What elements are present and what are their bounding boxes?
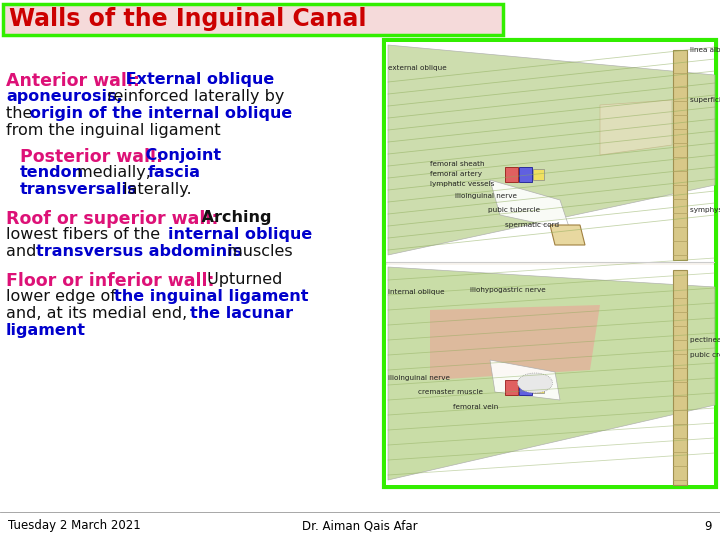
Ellipse shape <box>518 373 552 393</box>
Text: external oblique: external oblique <box>388 65 446 71</box>
Text: lowest fibers of the: lowest fibers of the <box>6 227 166 242</box>
Text: pectineal line: pectineal line <box>690 337 720 343</box>
Polygon shape <box>550 225 585 245</box>
Text: Posterior wall:: Posterior wall: <box>20 148 163 166</box>
Bar <box>519 167 532 182</box>
Text: Tuesday 2 March 2021: Tuesday 2 March 2021 <box>8 519 140 532</box>
Text: and, at its medial end,: and, at its medial end, <box>6 306 192 321</box>
Text: Roof or superior wall:: Roof or superior wall: <box>6 210 218 228</box>
Text: lymphatic vessels: lymphatic vessels <box>430 181 495 187</box>
Bar <box>673 50 687 260</box>
Polygon shape <box>430 305 600 380</box>
Text: spermatic cord: spermatic cord <box>505 222 559 228</box>
Text: External oblique: External oblique <box>120 72 274 87</box>
FancyBboxPatch shape <box>3 4 503 35</box>
Bar <box>505 380 518 395</box>
Bar <box>533 382 544 393</box>
Text: ilioinguinal nerve: ilioinguinal nerve <box>455 193 517 199</box>
Bar <box>519 380 532 395</box>
Text: laterally.: laterally. <box>118 182 192 197</box>
Polygon shape <box>600 100 672 155</box>
Polygon shape <box>388 267 715 480</box>
Text: and: and <box>6 244 42 259</box>
Polygon shape <box>490 180 570 230</box>
Text: origin of the internal oblique: origin of the internal oblique <box>30 106 292 121</box>
Text: from the inguinal ligament: from the inguinal ligament <box>6 123 220 138</box>
Text: fascia: fascia <box>148 165 201 180</box>
Text: the inguinal ligament: the inguinal ligament <box>114 289 308 304</box>
Text: transversalis: transversalis <box>20 182 138 197</box>
Text: symphysis pubis: symphysis pubis <box>690 207 720 213</box>
Text: femoral vein: femoral vein <box>453 404 498 410</box>
Polygon shape <box>490 360 560 400</box>
Text: pubic crest: pubic crest <box>690 352 720 358</box>
Text: Walls of the Inguinal Canal: Walls of the Inguinal Canal <box>9 7 366 31</box>
Text: internal oblique: internal oblique <box>388 289 445 295</box>
Text: femoral sheath: femoral sheath <box>430 161 485 167</box>
Text: cremaster muscle: cremaster muscle <box>418 389 483 395</box>
Bar <box>386 265 714 485</box>
Text: reinforced laterally by: reinforced laterally by <box>102 89 284 104</box>
FancyBboxPatch shape <box>384 40 716 487</box>
Bar <box>533 169 544 180</box>
Text: tendon: tendon <box>20 165 84 180</box>
Text: the lacunar: the lacunar <box>190 306 293 321</box>
Text: ligament: ligament <box>6 323 86 338</box>
Text: iliohypogastric nerve: iliohypogastric nerve <box>470 287 546 293</box>
Text: linea alba: linea alba <box>690 47 720 53</box>
Text: Dr. Aiman Qais Afar: Dr. Aiman Qais Afar <box>302 519 418 532</box>
Text: pubic tubercle: pubic tubercle <box>488 207 540 213</box>
Text: Floor or inferior wall:: Floor or inferior wall: <box>6 272 215 290</box>
Text: aponeurosis,: aponeurosis, <box>6 89 122 104</box>
Text: femoral artery: femoral artery <box>430 171 482 177</box>
Text: internal oblique: internal oblique <box>168 227 312 242</box>
Bar <box>673 270 687 485</box>
Bar <box>386 42 714 262</box>
Text: Arching: Arching <box>196 210 271 225</box>
Text: Upturned: Upturned <box>202 272 282 287</box>
Text: Conjoint: Conjoint <box>140 148 221 163</box>
Text: medially,: medially, <box>72 165 156 180</box>
Polygon shape <box>388 45 715 255</box>
Text: ilioinguinal nerve: ilioinguinal nerve <box>388 375 450 381</box>
Bar <box>505 167 518 182</box>
Text: 9: 9 <box>704 519 712 532</box>
Text: superficial inguinal ring: superficial inguinal ring <box>690 97 720 103</box>
Text: transversus abdominis: transversus abdominis <box>36 244 242 259</box>
Text: lower edge of: lower edge of <box>6 289 121 304</box>
Text: muscles: muscles <box>222 244 292 259</box>
Text: the: the <box>6 106 37 121</box>
Text: Anterior wall:: Anterior wall: <box>6 72 140 90</box>
